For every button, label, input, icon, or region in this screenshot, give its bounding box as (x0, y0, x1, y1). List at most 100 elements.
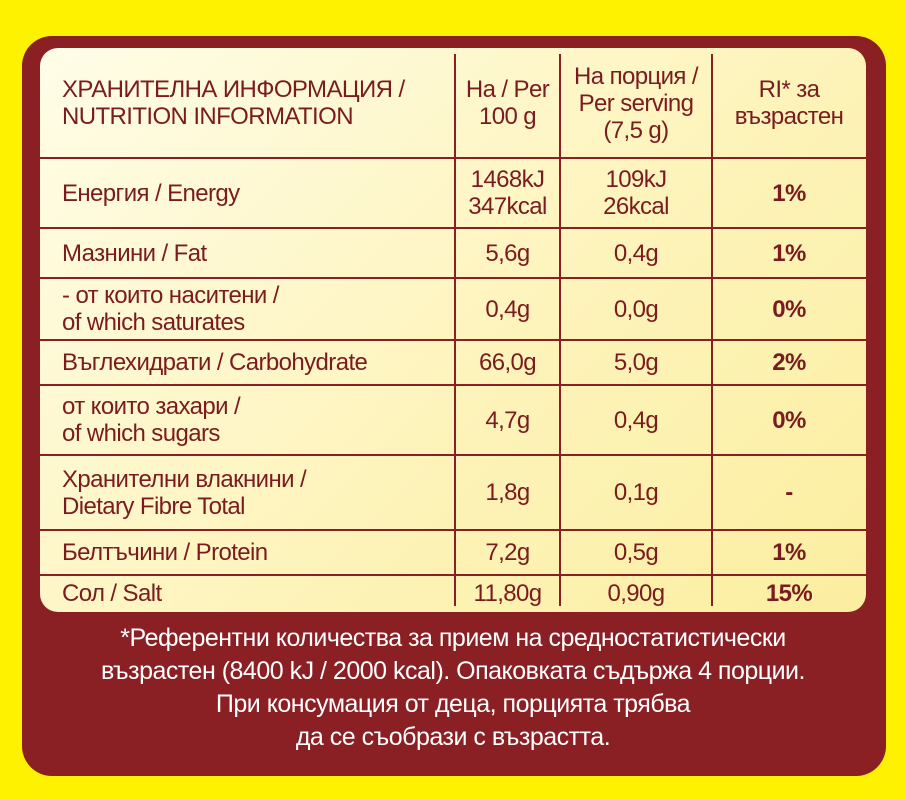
cell-line: (7,5 g) (603, 116, 669, 144)
footnote-line: възрастен (8400 kJ / 2000 kcal). Опаковк… (101, 657, 805, 685)
table-cell: Хранителни влакнини / Dietary Fibre Total (40, 455, 455, 530)
column-divider (711, 54, 713, 606)
table-cell: 109kJ 26kcal (560, 158, 712, 228)
cell-line: Сол / Salt (62, 580, 162, 607)
row-divider (40, 227, 866, 229)
cell-line: of which saturates (62, 309, 245, 336)
table-cell: 0,90g (560, 575, 712, 612)
cell-line: 11,80g (473, 580, 542, 607)
header-cell: На порция / Per serving (7,5 g) (560, 48, 712, 158)
cell-line: 7,2g (485, 539, 530, 566)
row-divider (40, 529, 866, 531)
cell-line: 1% (772, 539, 806, 566)
table-cell: 66,0g (455, 340, 560, 385)
table-cell: 0% (712, 385, 866, 455)
header-cell: На / Per 100 g (455, 48, 560, 158)
cell-line: 0,4g (613, 239, 659, 267)
cell-line: 109kJ (605, 166, 667, 193)
column-divider (454, 54, 456, 606)
cell-line: Мазнини / Fat (62, 239, 207, 267)
cell-line: 0,5g (613, 539, 659, 566)
row-divider (40, 339, 866, 341)
cell-line: 1% (772, 179, 806, 207)
cell-line: 0,4g (485, 295, 530, 323)
column-divider (559, 54, 561, 606)
table-cell: 1% (712, 158, 866, 228)
table-cell: - (712, 455, 866, 530)
cell-line: Dietary Fibre Total (62, 492, 246, 520)
cell-line: ХРАНИТЕЛНА ИНФОРМАЦИЯ / (62, 76, 405, 103)
table-cell: 1% (712, 530, 866, 575)
table-cell: 0,0g (560, 278, 712, 340)
table-cell: 11,80g (455, 575, 560, 612)
cell-line: 15% (765, 580, 813, 607)
cell-line: RI* за (758, 76, 820, 103)
cell-line: 5,6g (485, 239, 530, 267)
cell-line: - (785, 479, 793, 506)
table-cell: 15% (712, 575, 866, 612)
row-divider (40, 157, 866, 159)
cell-line: 0,0g (613, 295, 659, 323)
cell-line: 0,1g (613, 479, 659, 506)
cell-line: Въглехидрати / Carbohydrate (62, 349, 368, 376)
table-cell: 5,6g (455, 228, 560, 278)
header-cell: RI* за възрастен (712, 48, 866, 158)
footnote-line: *Референтни количества за прием на средн… (120, 624, 786, 652)
table-cell: 0,4g (560, 228, 712, 278)
table-cell: 1,8g (455, 455, 560, 530)
row-divider (40, 384, 866, 386)
cell-line: 0% (772, 406, 806, 434)
table-cell: Мазнини / Fat (40, 228, 455, 278)
table-cell: Сол / Salt (40, 575, 455, 612)
cell-line: 1468kJ (470, 166, 545, 193)
table-cell: 7,2g (455, 530, 560, 575)
table-cell: 0% (712, 278, 866, 340)
cell-line: NUTRITION INFORMATION (62, 103, 354, 130)
cell-line: 4,7g (485, 406, 530, 434)
cell-line: 1% (772, 239, 806, 267)
cell-line: Енергия / Energy (62, 179, 240, 207)
cell-line: 0% (772, 295, 806, 323)
table-cell: - от които наситени / of which saturates (40, 278, 455, 340)
cell-line: от които захари / (62, 393, 241, 420)
table-cell: 0,4g (455, 278, 560, 340)
nutrition-table: ХРАНИТЕЛНА ИНФОРМАЦИЯ / NUTRITION INFORMA… (40, 48, 866, 612)
cell-line: Белтъчини / Protein (62, 539, 268, 566)
cell-line: 1,8g (485, 479, 530, 506)
header-cell: ХРАНИТЕЛНА ИНФОРМАЦИЯ / NUTRITION INFORMA… (40, 48, 455, 158)
cell-line: Per serving (578, 89, 694, 117)
table-cell: Въглехидрати / Carbohydrate (40, 340, 455, 385)
cell-line: 5,0g (613, 349, 659, 376)
table-cell: 5,0g (560, 340, 712, 385)
footnote: *Референтни количества за прием на средн… (0, 622, 906, 754)
cell-line: 347kcal (468, 193, 547, 220)
cell-line: На / Per (465, 76, 550, 103)
cell-line: 66,0g (478, 349, 537, 376)
cell-line: възрастен (734, 103, 844, 130)
cell-line: - от които наситени / (62, 282, 279, 309)
cell-line: of which sugars (62, 420, 220, 447)
table-cell: Енергия / Energy (40, 158, 455, 228)
row-divider (40, 277, 866, 279)
table-cell: 1% (712, 228, 866, 278)
row-divider (40, 454, 866, 456)
table-cell: 0,5g (560, 530, 712, 575)
cell-line: 2% (772, 349, 806, 376)
cell-line: 0,90g (607, 580, 665, 607)
table-cell: 2% (712, 340, 866, 385)
cell-line: На порция / (574, 62, 699, 90)
table-cell: 0,4g (560, 385, 712, 455)
table-cell: 1468kJ 347kcal (455, 158, 560, 228)
table-cell: от които захари / of which sugars (40, 385, 455, 455)
footnote-line: При консумация от деца, порцията трябва (215, 690, 691, 718)
cell-line: 100 g (478, 103, 537, 130)
table-cell: 0,1g (560, 455, 712, 530)
table-cell: 4,7g (455, 385, 560, 455)
cell-line: 0,4g (613, 406, 659, 434)
footnote-line: да се съобрази с възрастта. (295, 723, 611, 751)
cell-line: 26kcal (603, 193, 669, 220)
row-divider (40, 574, 866, 576)
table-cell: Белтъчини / Protein (40, 530, 455, 575)
cell-line: Хранителни влакнини / (62, 465, 307, 493)
